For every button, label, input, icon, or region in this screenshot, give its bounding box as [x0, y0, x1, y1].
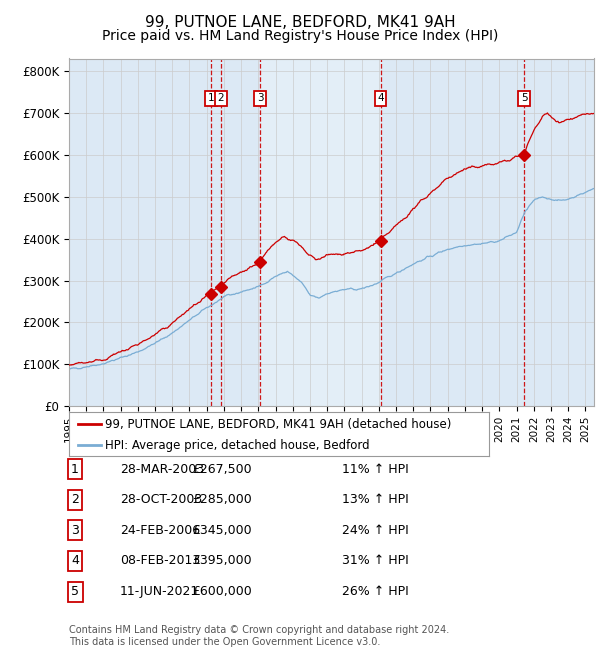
Text: £600,000: £600,000: [192, 585, 252, 598]
Text: 1: 1: [208, 94, 214, 103]
Text: 3: 3: [71, 524, 79, 537]
Text: 2: 2: [218, 94, 224, 103]
Text: 2: 2: [71, 493, 79, 506]
Text: 1: 1: [71, 463, 79, 476]
Text: 99, PUTNOE LANE, BEDFORD, MK41 9AH: 99, PUTNOE LANE, BEDFORD, MK41 9AH: [145, 15, 455, 30]
Text: 4: 4: [71, 554, 79, 567]
Text: 99, PUTNOE LANE, BEDFORD, MK41 9AH (detached house): 99, PUTNOE LANE, BEDFORD, MK41 9AH (deta…: [104, 418, 451, 431]
Text: 08-FEB-2013: 08-FEB-2013: [120, 554, 200, 567]
Text: £395,000: £395,000: [193, 554, 252, 567]
Text: 24% ↑ HPI: 24% ↑ HPI: [342, 524, 409, 537]
Text: 11% ↑ HPI: 11% ↑ HPI: [342, 463, 409, 476]
Text: 13% ↑ HPI: 13% ↑ HPI: [342, 493, 409, 506]
Text: £267,500: £267,500: [193, 463, 252, 476]
Text: 5: 5: [71, 585, 79, 598]
Text: 11-JUN-2021: 11-JUN-2021: [120, 585, 199, 598]
Text: 31% ↑ HPI: 31% ↑ HPI: [342, 554, 409, 567]
Text: 4: 4: [377, 94, 384, 103]
Text: 24-FEB-2006: 24-FEB-2006: [120, 524, 200, 537]
Text: 28-OCT-2003: 28-OCT-2003: [120, 493, 202, 506]
Text: HPI: Average price, detached house, Bedford: HPI: Average price, detached house, Bedf…: [104, 439, 370, 452]
Text: Contains HM Land Registry data © Crown copyright and database right 2024.
This d: Contains HM Land Registry data © Crown c…: [69, 625, 449, 647]
Text: 3: 3: [257, 94, 264, 103]
Text: 5: 5: [521, 94, 527, 103]
Bar: [260, 58, 380, 406]
Text: 28-MAR-2003: 28-MAR-2003: [120, 463, 204, 476]
Text: 26% ↑ HPI: 26% ↑ HPI: [342, 585, 409, 598]
Text: £345,000: £345,000: [193, 524, 252, 537]
Text: Price paid vs. HM Land Registry's House Price Index (HPI): Price paid vs. HM Land Registry's House …: [102, 29, 498, 44]
Text: £285,000: £285,000: [192, 493, 252, 506]
